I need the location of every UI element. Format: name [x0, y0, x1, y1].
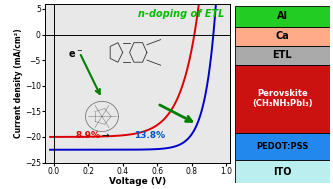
Text: Ca: Ca	[275, 31, 289, 41]
Text: e$^-$: e$^-$	[68, 49, 83, 60]
Text: 8.9%: 8.9%	[75, 131, 101, 140]
X-axis label: Voltage (V): Voltage (V)	[109, 177, 166, 186]
Text: →: →	[101, 131, 109, 140]
Text: PEDOT:PSS: PEDOT:PSS	[256, 142, 308, 151]
Text: n-doping of ETL: n-doping of ETL	[138, 9, 224, 19]
Bar	[235, 46, 330, 65]
Bar	[235, 6, 330, 27]
Text: ETL: ETL	[272, 50, 292, 60]
Y-axis label: Current density (mA/cm²): Current density (mA/cm²)	[14, 28, 23, 138]
Bar	[235, 65, 330, 132]
Bar	[235, 132, 330, 160]
Bar	[235, 27, 330, 46]
Text: Perovskite
(CH₃NH₃PbI₃): Perovskite (CH₃NH₃PbI₃)	[252, 89, 313, 108]
Bar	[235, 160, 330, 183]
Text: 13.8%: 13.8%	[134, 131, 165, 140]
Text: ITO: ITO	[273, 167, 291, 177]
Text: Al: Al	[277, 11, 288, 21]
